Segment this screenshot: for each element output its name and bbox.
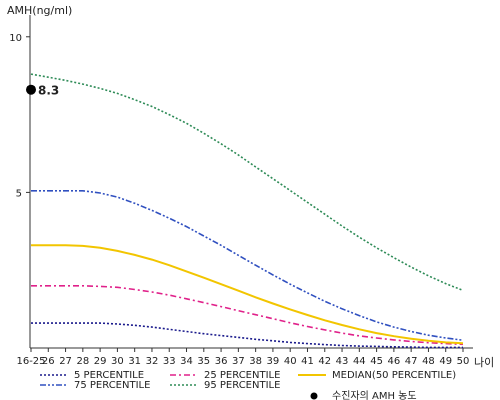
legend-marker-label: 수진자의 AMH 농도 <box>332 390 417 400</box>
x-tick-label: 38 <box>249 356 262 367</box>
x-tick-label: 35 <box>197 356 210 367</box>
x-tick-label: 26 <box>42 356 55 367</box>
x-tick-label: 37 <box>232 356 245 367</box>
legend-label: 25 PERCENTILE <box>204 370 280 381</box>
y-tick-label: 5 <box>16 188 22 199</box>
legend-label: MEDIAN(50 PERCENTILE) <box>332 370 456 381</box>
x-tick-label: 40 <box>284 356 297 367</box>
legend-marker-dot <box>310 392 318 400</box>
x-axis-label: 나이 <box>474 356 494 369</box>
x-tick-label: 42 <box>318 356 331 367</box>
x-tick-label: 30 <box>111 356 124 367</box>
x-tick-label: 43 <box>336 356 349 367</box>
legend-label: 75 PERCENTILE <box>74 380 150 391</box>
x-tick-label: 32 <box>146 356 159 367</box>
patient-amh-value: 8.3 <box>38 84 59 98</box>
x-tick-label: 28 <box>76 356 89 367</box>
legend-label: 5 PERCENTILE <box>74 370 144 381</box>
y-axis-label: AMH(ng/ml) <box>7 4 72 17</box>
x-tick-label: 36 <box>215 356 228 367</box>
x-tick-label: 50 <box>457 356 470 367</box>
x-tick-label: 29 <box>94 356 107 367</box>
x-tick-label: 16-25 <box>16 356 45 367</box>
x-tick-label: 34 <box>180 356 193 367</box>
x-tick-label: 47 <box>405 356 418 367</box>
series-line <box>30 73 464 292</box>
x-tick-label: 48 <box>422 356 435 367</box>
legend-label: 95 PERCENTILE <box>204 380 280 391</box>
x-tick-label: 41 <box>301 356 314 367</box>
patient-amh-point <box>26 84 36 95</box>
series-line <box>31 244 464 345</box>
series-line <box>31 190 464 341</box>
x-tick-label: 31 <box>128 356 141 367</box>
x-tick-label: 33 <box>163 356 176 367</box>
x-tick-label: 39 <box>267 356 280 367</box>
x-tick-label: 46 <box>388 356 401 367</box>
series-line <box>31 284 464 346</box>
x-tick-label: 27 <box>59 356 72 367</box>
series-line <box>31 322 463 349</box>
x-tick-label: 45 <box>370 356 383 367</box>
x-tick-label: 44 <box>353 356 366 367</box>
x-tick-label: 49 <box>439 356 452 367</box>
y-tick-label: 10 <box>9 33 22 44</box>
